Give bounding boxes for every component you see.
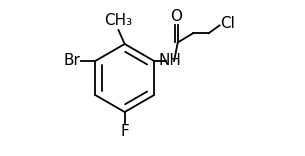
Text: Cl: Cl xyxy=(220,16,235,31)
Text: NH: NH xyxy=(159,54,181,68)
Text: O: O xyxy=(170,9,182,24)
Text: CH₃: CH₃ xyxy=(104,13,132,28)
Text: Br: Br xyxy=(64,54,81,68)
Text: F: F xyxy=(120,124,129,139)
